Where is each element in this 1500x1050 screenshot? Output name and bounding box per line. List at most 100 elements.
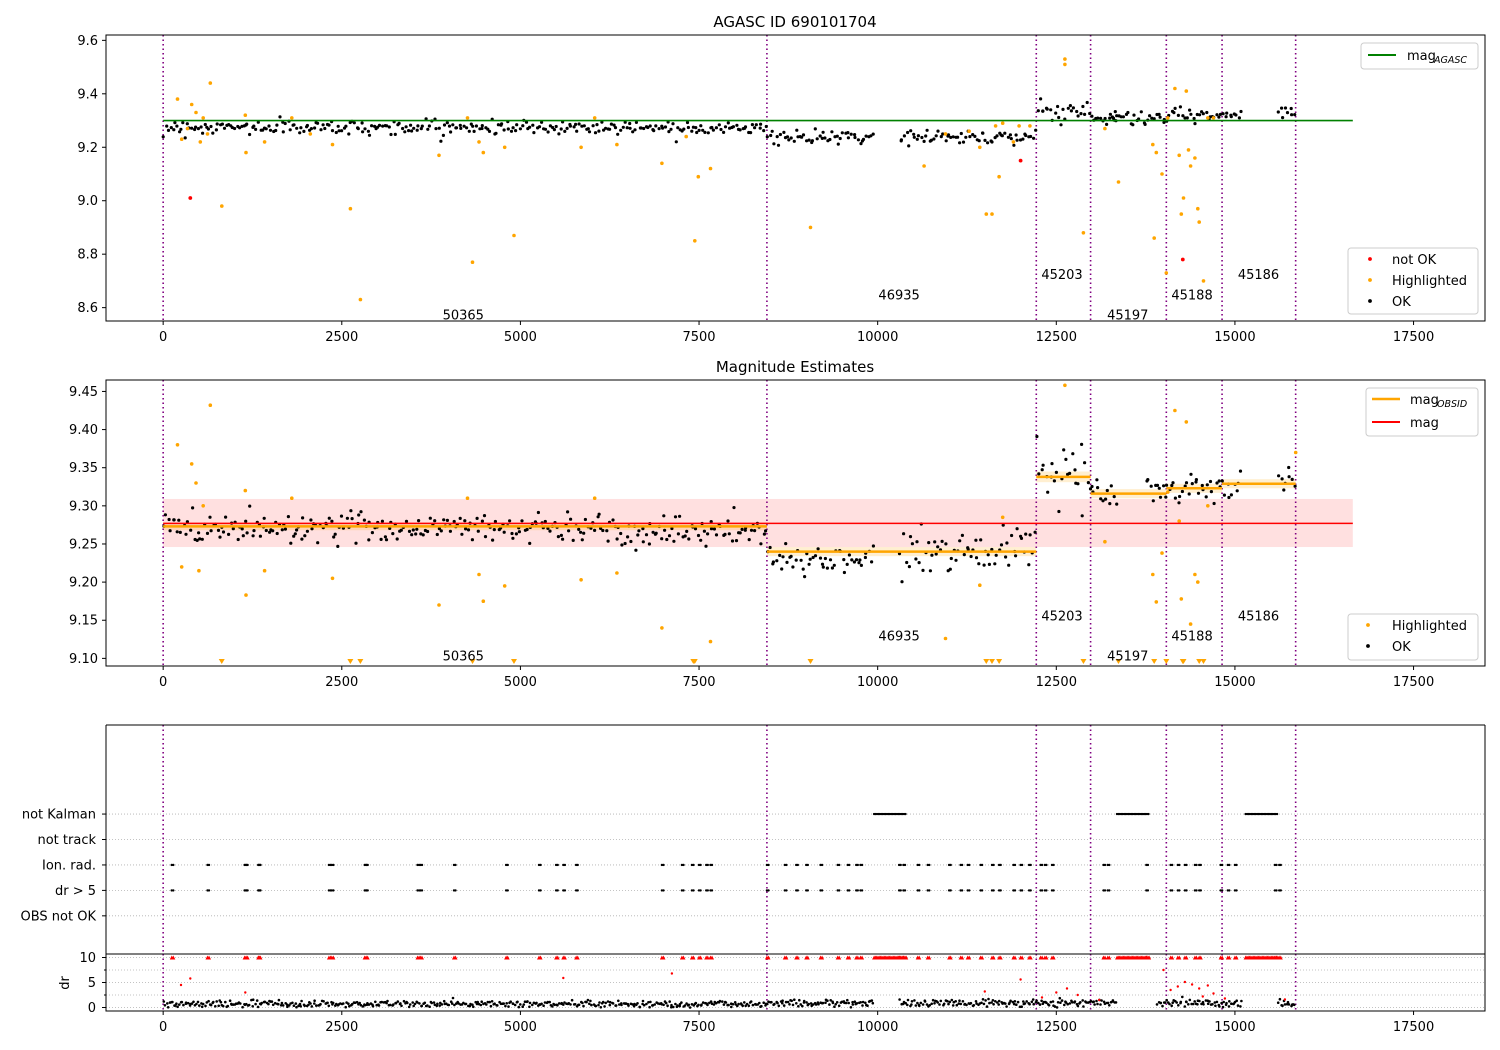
p1-ok-point [609, 122, 614, 126]
p1-obsid-label: 50365 [443, 308, 484, 323]
p4-dr-point [942, 1002, 946, 1006]
p2-highlighted-point [330, 576, 335, 581]
p1-ok-point [172, 128, 176, 132]
p4-capped-marker [1177, 955, 1182, 960]
p4-capped-marker [1028, 955, 1033, 960]
p4-dr-point [428, 1005, 431, 1008]
p4-dr-point [913, 999, 916, 1002]
p1-ok-point [1015, 138, 1019, 142]
p4-dr-point [542, 1004, 545, 1007]
p2-obsid-label: 50365 [443, 649, 484, 664]
p1-ok-point [1185, 116, 1189, 120]
p4-dr-point [1092, 1000, 1095, 1003]
p4-dr-point [254, 1002, 257, 1006]
p3-flag-point [796, 863, 799, 867]
p1-ok-point [424, 117, 428, 121]
p4-dr-point [1293, 1003, 1296, 1007]
p2-highlighted-point [194, 481, 198, 485]
p2-ok-point [1149, 484, 1153, 488]
p2-ok-point [536, 510, 541, 515]
dr-ylabel: dr [58, 976, 73, 990]
p2-ok-point [859, 563, 864, 568]
p1-ok-point [956, 135, 960, 139]
p1-ok-point [521, 124, 525, 128]
p4-dr-point [807, 1002, 810, 1006]
p1-ok-point [762, 129, 766, 133]
p4-dr-point [385, 1001, 388, 1005]
p3-flag-point [1199, 889, 1203, 892]
p2-ok-point [1170, 483, 1174, 488]
p4-dr-point [175, 1002, 178, 1005]
p4-dr-point [954, 1000, 957, 1003]
p4-dr-point [489, 1004, 493, 1008]
p1-ok-point [719, 127, 723, 132]
p1-ok-point [347, 132, 351, 136]
p4-dr-point [847, 1001, 850, 1005]
p1-ytick-label: 9.2 [77, 141, 98, 156]
p1-ok-point [743, 125, 748, 129]
p2-obsid-label: 45188 [1171, 629, 1212, 644]
p4-dr-point [730, 1005, 733, 1009]
p4-dr-point [737, 1002, 740, 1006]
p2-ok-point [987, 562, 992, 567]
p4-high-dr-point [562, 976, 565, 980]
p2-ok-point [808, 557, 812, 561]
p1-ok-point [710, 125, 714, 130]
p4-dr-point [733, 1001, 737, 1004]
p2-ok-point [1052, 479, 1056, 483]
p4-dr-point [694, 1001, 698, 1005]
p1-ok-point [1289, 106, 1293, 111]
p1-ok-point [968, 135, 972, 139]
p2-ok-point [1040, 468, 1044, 472]
p1-legend-agasc-label: mag [1407, 49, 1436, 64]
p1-ok-point [828, 137, 832, 142]
p4-dr-point [209, 1003, 213, 1007]
p2-ok-point [818, 556, 823, 560]
p4-dr-point [1045, 1001, 1048, 1005]
p4-dr-point [844, 1001, 848, 1005]
p1-highlighted-point [684, 134, 688, 139]
p1-ok-point [703, 130, 707, 134]
p1-ok-point [922, 139, 926, 143]
p4-dr-point [849, 1006, 853, 1009]
p2-ok-point [1282, 488, 1286, 492]
p1-ok-point [801, 133, 806, 137]
p1-ok-point [302, 129, 306, 133]
p1-ok-point [233, 126, 237, 131]
p4-dr-point [786, 1000, 790, 1004]
p3-flag-point [992, 863, 995, 867]
p1-ok-point [861, 137, 866, 141]
p4-dr-point [516, 1000, 519, 1004]
p4-dr-point [638, 1005, 642, 1009]
p4-dr-point [814, 1003, 818, 1006]
p1-ok-point [1099, 116, 1103, 120]
p1-highlighted-point [201, 116, 205, 120]
p1-ok-point [682, 127, 686, 131]
p4-capped-marker [904, 955, 909, 960]
p4-dr-point [933, 1002, 936, 1005]
p4-dr-point [1235, 999, 1238, 1002]
p3-flag-point [1235, 863, 1238, 867]
p3-flag-label: not track [37, 833, 96, 848]
p1-highlighted-point [348, 206, 353, 211]
p2-clipped-marker [1115, 659, 1122, 664]
p1-ok-point [671, 122, 675, 126]
p4-dr-point [166, 1002, 169, 1005]
p1-ok-point [595, 123, 599, 127]
p4-dr-point [480, 1000, 484, 1003]
p3-flag-point [928, 889, 931, 892]
p1-ok-point [1121, 115, 1125, 119]
p2-ok-point [974, 556, 979, 560]
p2-ok-point [452, 519, 456, 524]
p4-dr-point [201, 1002, 205, 1006]
p1-ok-point [451, 123, 455, 127]
p2-ok-point [1080, 442, 1084, 446]
p2-ok-point [620, 543, 624, 547]
p1-ok-point [361, 130, 365, 134]
p3-flag-point [662, 863, 665, 867]
p2-ok-point [236, 537, 240, 542]
p4-capped-marker [1278, 955, 1283, 960]
p1-ok-point [319, 128, 323, 132]
p1-ok-point [427, 124, 431, 128]
p4-dr-point [762, 1001, 765, 1004]
